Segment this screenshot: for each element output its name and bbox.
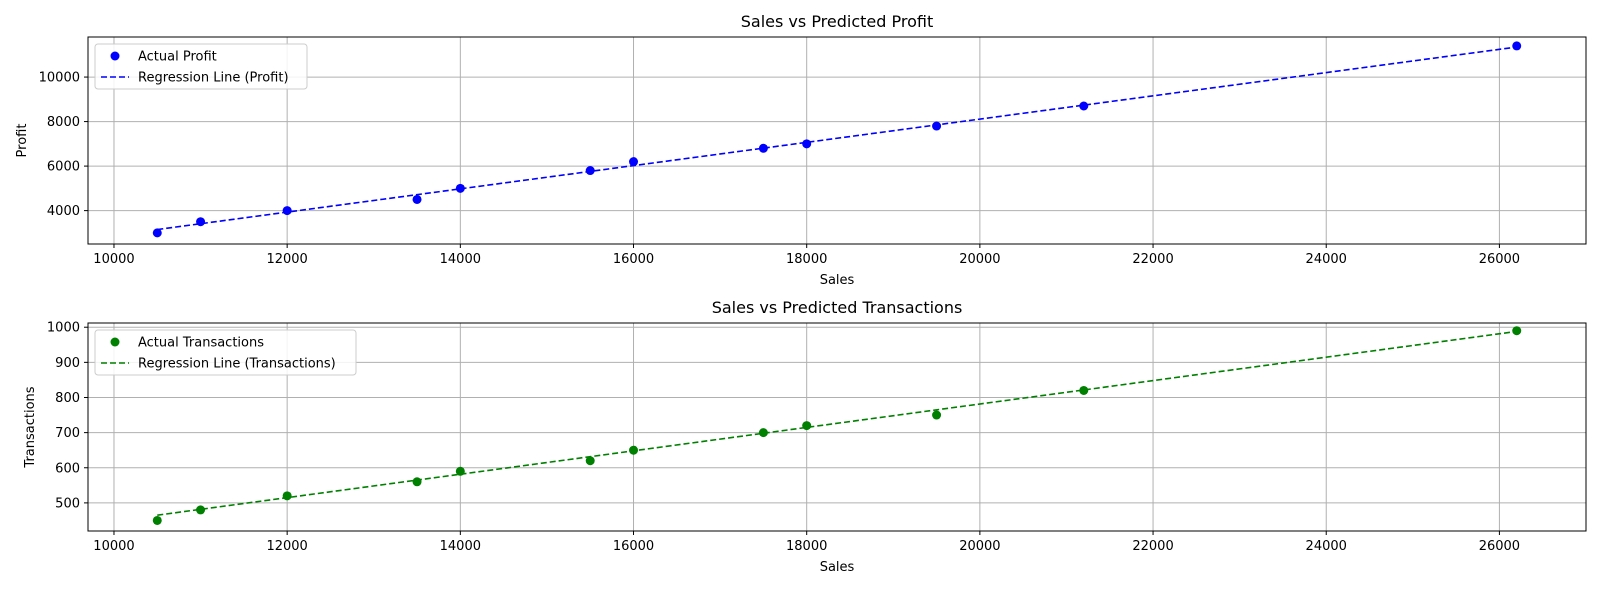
chart-title: Sales vs Predicted Transactions <box>712 298 963 317</box>
x-tick-label: 26000 <box>1479 252 1520 267</box>
data-point <box>455 183 465 193</box>
data-point <box>282 206 292 216</box>
legend-box <box>94 43 308 90</box>
x-tick-label: 18000 <box>786 252 827 267</box>
regression-line <box>157 330 1517 516</box>
chart-title: Sales vs Predicted Profit <box>741 12 934 31</box>
y-tick-label: 4000 <box>47 204 80 219</box>
x-axis-label: Sales <box>820 273 855 288</box>
x-tick-label: 16000 <box>613 539 654 554</box>
legend-label: Regression Line (Transactions) <box>138 357 336 372</box>
y-axis-label: Profit <box>15 124 30 158</box>
y-tick-label: 6000 <box>47 160 80 175</box>
data-point <box>629 157 639 167</box>
y-tick-label: 8000 <box>47 115 80 130</box>
data-point <box>932 121 942 131</box>
data-point <box>758 428 768 438</box>
legend-label: Regression Line (Profit) <box>138 71 289 86</box>
x-tick-label: 24000 <box>1306 539 1347 554</box>
data-point <box>1079 101 1089 111</box>
y-tick-label: 10000 <box>39 71 80 86</box>
y-tick-label: 700 <box>55 426 80 441</box>
data-point <box>1512 41 1522 51</box>
y-tick-label: 600 <box>55 461 80 476</box>
y-tick-label: 900 <box>55 356 80 371</box>
data-point <box>802 139 812 149</box>
data-point <box>585 166 595 176</box>
x-tick-label: 22000 <box>1132 252 1173 267</box>
x-tick-label: 24000 <box>1306 252 1347 267</box>
x-tick-label: 16000 <box>613 252 654 267</box>
y-axis-label: Transactions <box>23 386 38 468</box>
x-tick-label: 14000 <box>440 539 481 554</box>
charts-container: Sales vs Predicted Profit 10000 12000 14000… <box>15 12 1587 575</box>
x-tick-label: 20000 <box>959 539 1000 554</box>
regression-line <box>157 46 1517 231</box>
data-point <box>932 410 942 420</box>
x-tick-label: 18000 <box>786 539 827 554</box>
data-point <box>802 421 812 431</box>
x-tick-label: 26000 <box>1479 539 1520 554</box>
x-tick-label: 10000 <box>93 539 134 554</box>
legend-point-marker <box>110 337 120 347</box>
legend-point-marker <box>110 51 120 61</box>
data-point <box>412 477 422 487</box>
data-point <box>758 143 768 153</box>
data-point <box>196 505 206 515</box>
legend-box <box>94 329 357 376</box>
x-tick-label: 12000 <box>266 539 307 554</box>
x-tick-label: 12000 <box>266 252 307 267</box>
plot-frame <box>87 322 1587 532</box>
legend-label: Actual Profit <box>138 50 217 65</box>
data-point <box>282 491 292 501</box>
x-axis-label: Sales <box>820 560 855 575</box>
chart-1: Sales vs Predicted Profit 10000 12000 14000… <box>15 12 1587 288</box>
data-point <box>585 456 595 466</box>
data-point <box>1512 326 1522 336</box>
legend: Actual Profit Regression Line (Profit) <box>94 43 308 90</box>
y-tick-label: 800 <box>55 391 80 406</box>
data-point <box>1079 385 1089 395</box>
y-tick-label: 500 <box>55 496 80 511</box>
x-tick-label: 10000 <box>93 252 134 267</box>
x-tick-label: 22000 <box>1132 539 1173 554</box>
x-tick-label: 20000 <box>959 252 1000 267</box>
data-point <box>152 515 162 525</box>
legend-label: Actual Transactions <box>138 336 264 351</box>
x-tick-label: 14000 <box>440 252 481 267</box>
y-tick-label: 1000 <box>47 321 80 336</box>
legend: Actual Transactions Regression Line (Tran… <box>94 329 357 376</box>
data-point <box>152 228 162 238</box>
data-point <box>412 194 422 204</box>
chart-2: Sales vs Predicted Transactions 10000 1200… <box>23 298 1587 575</box>
plot-frame <box>87 36 1587 245</box>
